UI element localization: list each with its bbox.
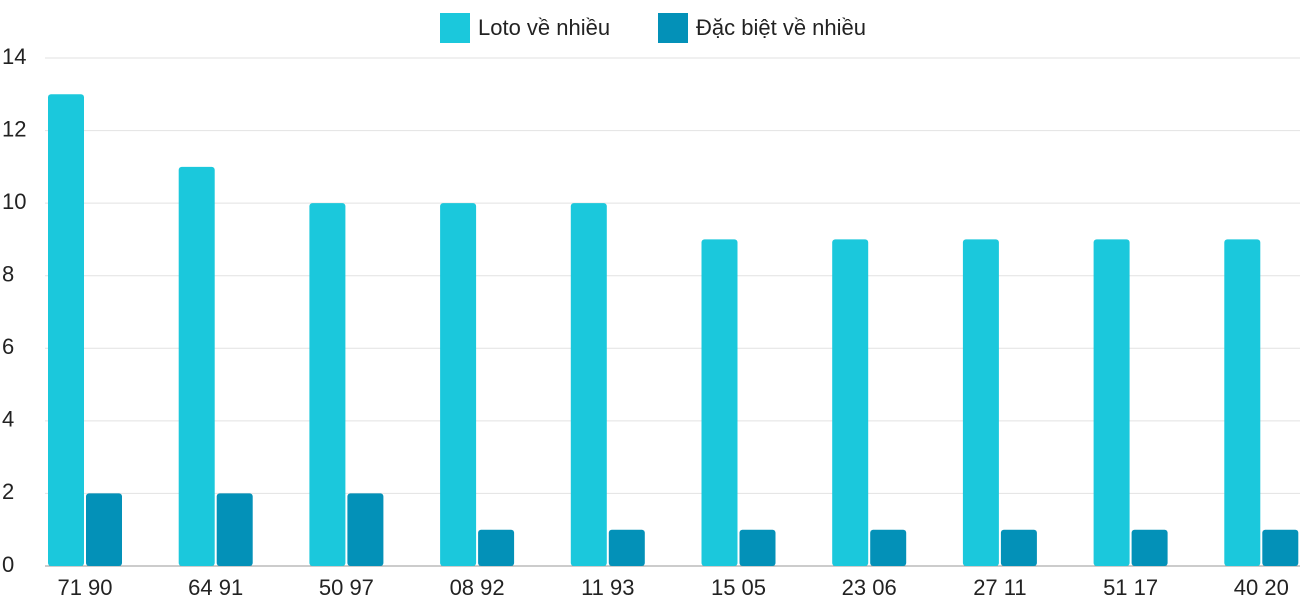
x-tick-label: 40 20 bbox=[1234, 575, 1289, 600]
bar bbox=[570, 203, 607, 566]
y-tick-label: 2 bbox=[2, 479, 14, 504]
legend-label: Đặc biệt về nhiều bbox=[696, 15, 866, 40]
bar bbox=[309, 203, 346, 566]
x-tick-label: 08 92 bbox=[450, 575, 505, 600]
bar bbox=[478, 529, 515, 566]
bar bbox=[216, 493, 253, 566]
bar bbox=[962, 239, 999, 566]
bar bbox=[1262, 529, 1299, 566]
x-tick-label: 51 17 bbox=[1103, 575, 1158, 600]
x-tick-label: 64 91 bbox=[188, 575, 243, 600]
bar bbox=[440, 203, 477, 566]
bar bbox=[1224, 239, 1261, 566]
bar bbox=[832, 239, 869, 566]
bar bbox=[608, 529, 645, 566]
y-tick-label: 6 bbox=[2, 334, 14, 359]
x-tick-label: 15 05 bbox=[711, 575, 766, 600]
x-tick-label: 27 11 bbox=[973, 575, 1026, 600]
bar bbox=[1131, 529, 1168, 566]
bar bbox=[86, 493, 122, 566]
x-tick-label: 11 93 bbox=[581, 575, 634, 600]
y-tick-label: 12 bbox=[2, 116, 26, 141]
x-tick-label: 23 06 bbox=[842, 575, 897, 600]
legend-swatch bbox=[658, 13, 688, 43]
y-tick-label: 0 bbox=[2, 552, 14, 577]
y-tick-label: 14 bbox=[2, 44, 26, 69]
y-tick-label: 10 bbox=[2, 189, 26, 214]
bar bbox=[1000, 529, 1037, 566]
bar bbox=[48, 94, 84, 567]
bar bbox=[1093, 239, 1130, 566]
x-tick-label: 50 97 bbox=[319, 575, 374, 600]
legend-label: Loto về nhiều bbox=[478, 15, 610, 40]
legend-swatch bbox=[440, 13, 470, 43]
y-tick-label: 4 bbox=[2, 407, 14, 432]
bar bbox=[870, 529, 907, 566]
x-tick-label: 71 90 bbox=[57, 575, 112, 600]
bar bbox=[739, 529, 776, 566]
y-tick-label: 8 bbox=[2, 262, 14, 287]
bar bbox=[701, 239, 738, 566]
bar bbox=[178, 166, 215, 566]
bar bbox=[347, 493, 384, 566]
